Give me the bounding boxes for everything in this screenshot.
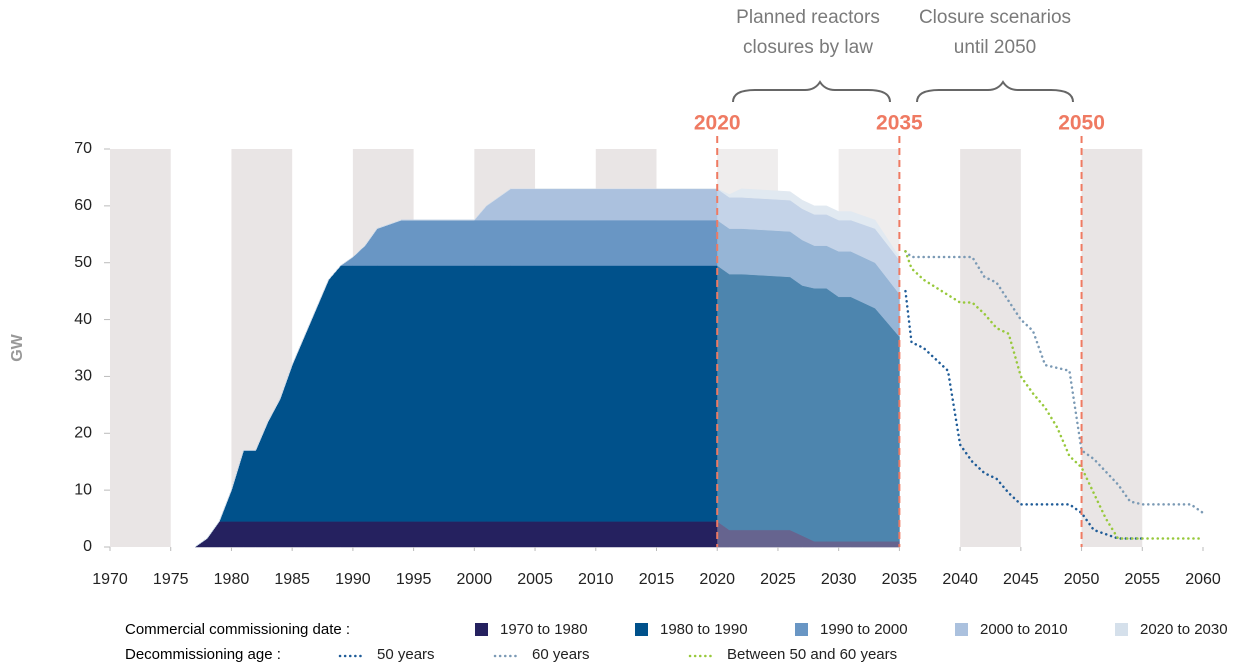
legend-title: Commercial commissioning date : — [125, 621, 350, 638]
x-tick-label: 2045 — [1003, 571, 1039, 588]
brace — [732, 80, 891, 103]
legend-label: 2020 to 2030 — [1140, 621, 1228, 638]
marker-label: 2050 — [1058, 112, 1105, 135]
y-tick-label: 0 — [83, 538, 92, 555]
x-tick-label: 1990 — [335, 571, 371, 588]
legend-label: 50 years — [377, 646, 435, 663]
x-tick-label: 1985 — [274, 571, 310, 588]
legend-label: Between 50 and 60 years — [727, 646, 897, 663]
stripe — [1081, 149, 1143, 547]
scenario-line — [904, 250, 1205, 515]
legend-label: 2000 to 2010 — [980, 621, 1068, 638]
brace — [916, 80, 1074, 103]
marker-label: 2035 — [876, 112, 923, 135]
legend-label: 1970 to 1980 — [500, 621, 588, 638]
legend-label: 60 years — [532, 646, 590, 663]
y-tick-label: 40 — [74, 311, 92, 328]
x-tick-label: 2035 — [882, 571, 918, 588]
annotation: closures by law — [743, 37, 873, 58]
legend-swatch — [635, 623, 648, 636]
y-tick-label: 30 — [74, 368, 92, 385]
x-tick-label: 2010 — [578, 571, 614, 588]
scenario-line — [904, 250, 1205, 540]
legend-label: 1980 to 1990 — [660, 621, 748, 638]
annotation: Closure scenarios — [919, 7, 1071, 28]
y-tick-label: 20 — [74, 425, 92, 442]
y-axis-label: GW — [9, 333, 26, 361]
annotation: Planned reactors — [736, 7, 880, 28]
x-tick-label: 2005 — [517, 571, 553, 588]
x-tick-label: 2050 — [1064, 571, 1100, 588]
areas — [194, 188, 900, 548]
annotation: until 2050 — [954, 37, 1036, 58]
legend-swatch — [795, 623, 808, 636]
x-tick-label: 2060 — [1185, 571, 1221, 588]
x-tick-label: 2020 — [699, 571, 735, 588]
y-tick-label: 70 — [74, 140, 92, 157]
scenario-line — [904, 289, 1144, 540]
x-tick-label: 2055 — [1124, 571, 1160, 588]
legend-swatch — [955, 623, 968, 636]
x-tick-label: 1970 — [92, 571, 128, 588]
marker-label: 2020 — [694, 112, 741, 135]
legend-title: Decommissioning age : — [125, 646, 281, 663]
legend-swatch — [1115, 623, 1128, 636]
x-tick-label: 2000 — [457, 571, 493, 588]
overlays — [717, 149, 1205, 547]
y-tick-label: 60 — [74, 197, 92, 214]
stripe — [110, 149, 171, 547]
y-tick-label: 50 — [74, 254, 92, 271]
x-tick-label: 2040 — [942, 571, 978, 588]
x-tick-label: 2025 — [760, 571, 796, 588]
legend-label: 1990 to 2000 — [820, 621, 908, 638]
x-tick-label: 1995 — [396, 571, 432, 588]
stripe — [960, 149, 1021, 547]
legend-swatch — [475, 623, 488, 636]
x-tick-label: 1980 — [214, 571, 250, 588]
x-tick-label: 1975 — [153, 571, 189, 588]
x-tick-label: 2015 — [639, 571, 675, 588]
x-tick-label: 2030 — [821, 571, 857, 588]
projection-shade — [717, 149, 900, 547]
y-tick-label: 10 — [74, 481, 92, 498]
